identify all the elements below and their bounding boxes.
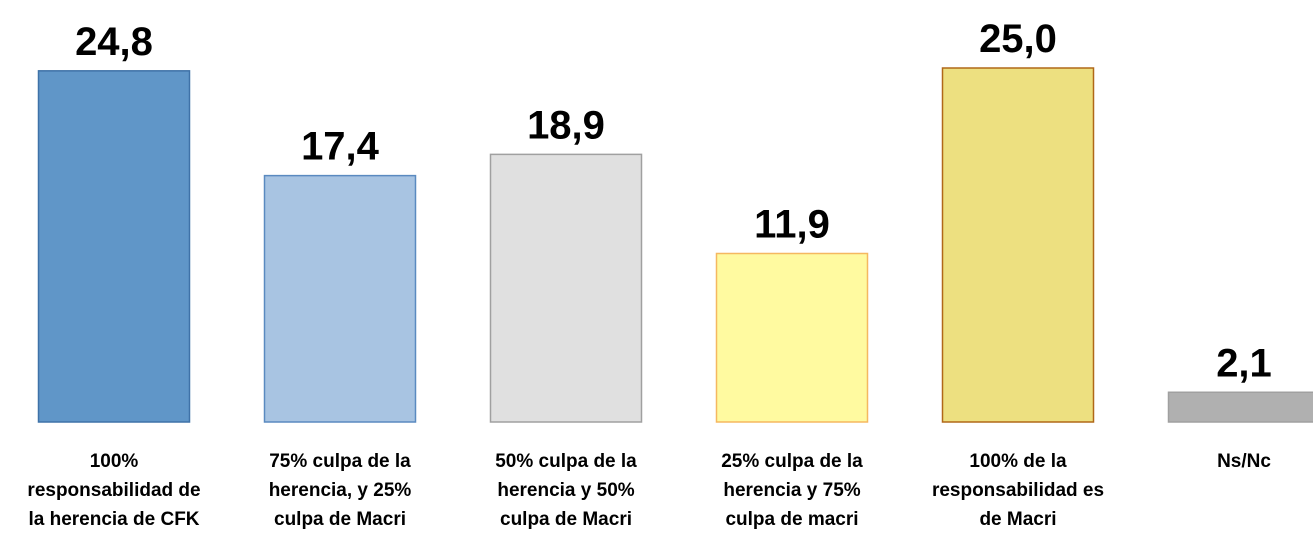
value-label: 2,1 bbox=[1216, 341, 1272, 385]
bar bbox=[941, 67, 1095, 423]
bar bbox=[715, 252, 869, 423]
bar bbox=[1167, 391, 1313, 423]
value-label: 17,4 bbox=[301, 125, 380, 169]
value-label: 18,9 bbox=[527, 103, 605, 147]
category-label: 50% culpa de la herencia y 50% culpa de … bbox=[495, 451, 637, 530]
category-label: 75% culpa de la herencia, y 25% culpa de… bbox=[268, 451, 412, 530]
value-label: 25,0 bbox=[979, 17, 1057, 61]
bar bbox=[489, 153, 643, 423]
value-label: 11,9 bbox=[754, 202, 830, 246]
value-label: 24,8 bbox=[75, 20, 153, 64]
category-label: 25% culpa de la herencia y 75% culpa de … bbox=[721, 451, 863, 530]
bar bbox=[37, 70, 191, 423]
bar bbox=[263, 174, 417, 423]
category-label: Ns/Nc bbox=[1217, 451, 1271, 472]
category-label: 100% responsabilidad de la herencia de C… bbox=[27, 451, 201, 530]
category-label: 100% de la responsabilidad es de Macri bbox=[931, 451, 1105, 530]
